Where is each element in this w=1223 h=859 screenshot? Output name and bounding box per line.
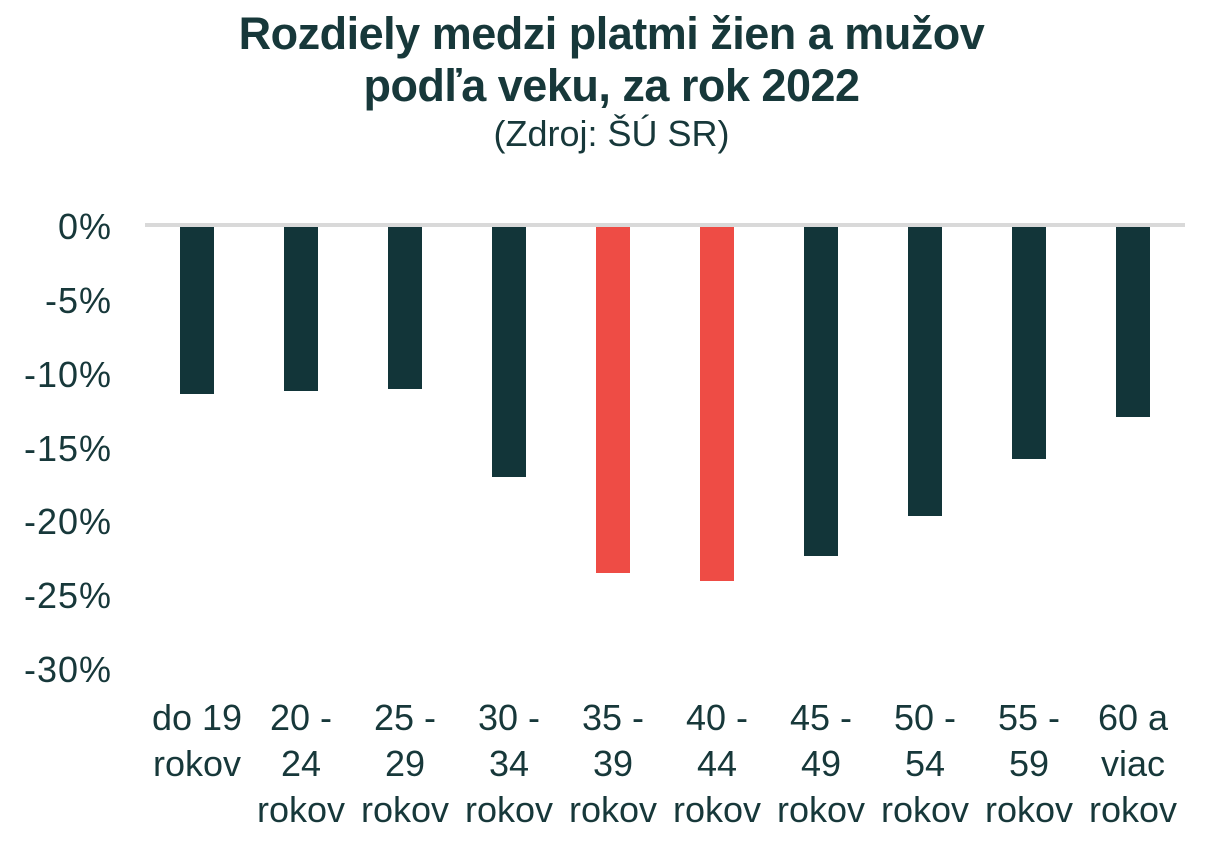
chart-title-line2: podľa veku, za rok 2022 — [363, 60, 860, 111]
y-tick-label: -20% — [23, 501, 112, 543]
y-axis: 0% -5% -10% -15% -20% -25% -30% — [0, 0, 112, 859]
x-axis-label: 55 -59 rokov — [984, 697, 1074, 830]
bar — [908, 227, 942, 517]
x-axis-label: 45 -49 rokov — [776, 697, 866, 830]
bar — [180, 227, 214, 394]
x-axis-label: 50 -54 rokov — [880, 697, 970, 830]
bar — [700, 227, 734, 582]
y-tick-label: -25% — [23, 575, 112, 617]
bar — [596, 227, 630, 573]
y-tick-label: -15% — [23, 427, 112, 469]
y-tick-label: -5% — [44, 279, 112, 321]
x-axis-label: do 19 rokov — [151, 697, 243, 784]
bar — [284, 227, 318, 391]
bar — [1116, 227, 1150, 418]
chart-title-line1: Rozdiely medzi platmi žien a mužov — [238, 8, 985, 59]
bar — [804, 227, 838, 557]
x-axis-label: 20 -24 rokov — [256, 697, 346, 830]
plot-area — [145, 223, 1185, 670]
x-axis-label: 35 -39 rokov — [568, 697, 658, 830]
y-tick-label: -30% — [23, 649, 112, 690]
x-axis-label: 30 -34 rokov — [464, 697, 554, 830]
y-tick-label: -10% — [23, 353, 112, 395]
bar — [492, 227, 526, 477]
chart-subtitle: (Zdroj: ŠÚ SR) — [493, 113, 730, 154]
bar — [1012, 227, 1046, 459]
x-axis-label: 25 -29 rokov — [360, 697, 450, 830]
x-axis-label: 60 a viac rokov — [1088, 697, 1178, 830]
x-axis-label: 40 -44 rokov — [672, 697, 762, 830]
zero-gridline — [145, 223, 1185, 227]
chart-header: Rozdiely medzi platmi žien a mužov podľa… — [0, 8, 1223, 156]
chart-title: Rozdiely medzi platmi žien a mužov podľa… — [0, 8, 1223, 112]
x-axis: do 19 rokov 20 -24 rokov 25 -29 rokov 30 -34 ro… — [145, 695, 1185, 833]
bar — [388, 227, 422, 390]
y-tick-label: 0% — [57, 206, 112, 247]
